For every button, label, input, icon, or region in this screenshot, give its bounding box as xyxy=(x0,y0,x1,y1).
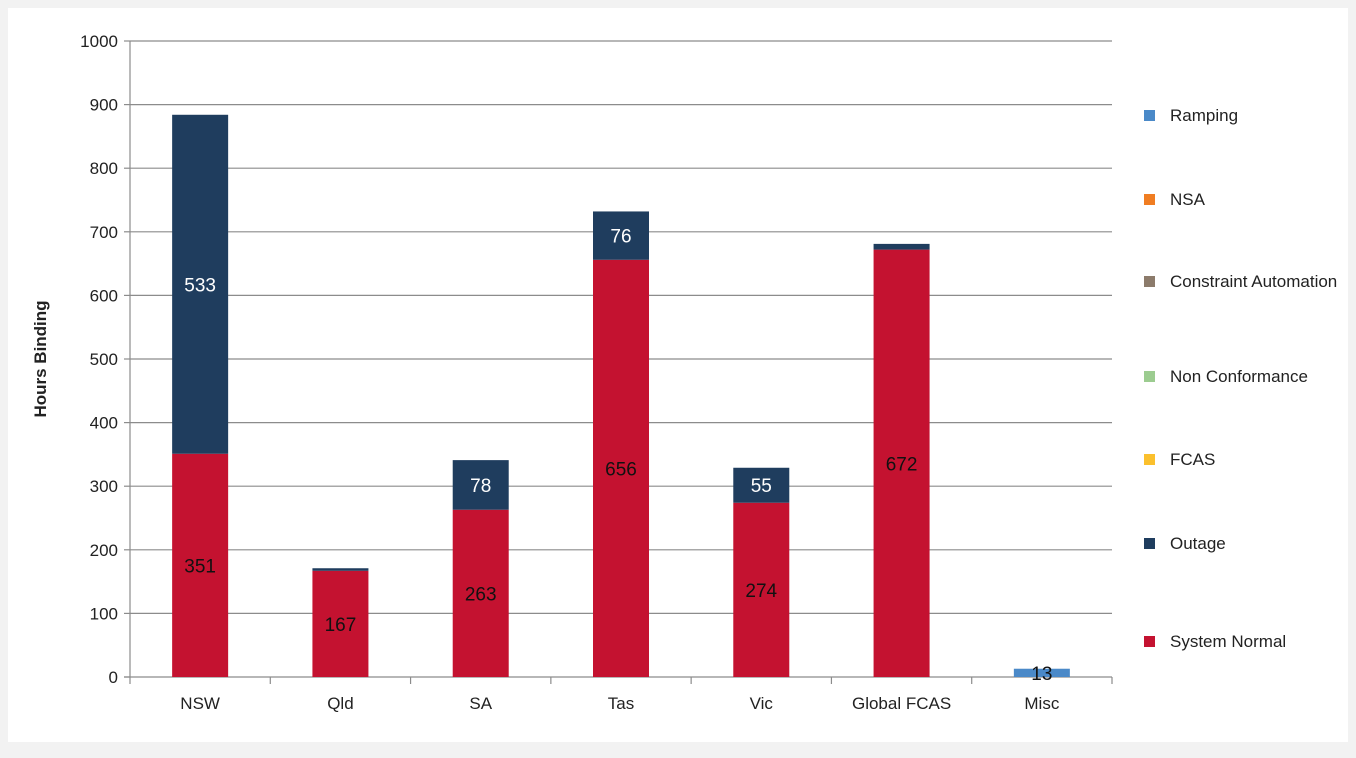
legend-item-system-normal: System Normal xyxy=(1135,632,1348,653)
legend-swatch xyxy=(1144,454,1155,465)
y-tick-label: 900 xyxy=(90,96,118,115)
legend-swatch xyxy=(1144,538,1155,549)
y-axis-title: Hours Binding xyxy=(31,300,50,417)
data-label: 167 xyxy=(325,615,357,636)
legend-label: FCAS xyxy=(1170,450,1216,469)
y-tick-label: 1000 xyxy=(80,32,118,51)
stacked-bar-chart: 0 100 200 300 400 500 600 700 800 900 1000 Hours Bi… xyxy=(31,32,1113,713)
y-tick-label: 700 xyxy=(90,223,118,242)
x-tick-label: NSW xyxy=(180,694,220,713)
bar-system-normal xyxy=(172,453,229,677)
x-tick-label: Global FCAS xyxy=(852,694,951,713)
y-tick-label: 0 xyxy=(109,668,118,687)
bar-system-normal xyxy=(452,509,509,677)
data-label: 13 xyxy=(1031,664,1052,685)
y-tick-label: 600 xyxy=(90,286,118,305)
legend-swatch xyxy=(1144,110,1155,121)
legend-item-constraint-automation: Constraint Automation xyxy=(1135,272,1348,293)
bar-system-normal xyxy=(873,249,930,677)
bar-outage xyxy=(593,211,649,260)
chart-panel: 0 100 200 300 400 500 600 700 800 900 1000 Hours Bi… xyxy=(8,8,1348,742)
legend-swatch xyxy=(1144,276,1155,287)
x-tick-label: Vic xyxy=(750,694,774,713)
legend-label: Non Conformance xyxy=(1170,367,1308,386)
bar-system-normal xyxy=(593,259,649,677)
data-label: 351 xyxy=(184,556,216,577)
bar-outage xyxy=(873,243,930,250)
data-label: 656 xyxy=(605,459,637,480)
data-label: 533 xyxy=(184,275,216,296)
legend-swatch xyxy=(1144,371,1155,382)
legend-label: Ramping xyxy=(1170,106,1239,125)
y-tick-label: 500 xyxy=(90,350,118,369)
legend-item-fcas: FCAS xyxy=(1135,450,1348,471)
legend-item-non-conformance: Non Conformance xyxy=(1135,367,1348,388)
legend-swatch xyxy=(1144,636,1155,647)
chart-legend: Ramping NSA Constraint Automation Non Confo… xyxy=(1135,83,1348,698)
legend-item-nsa: NSA xyxy=(1135,190,1348,211)
y-tick-label: 800 xyxy=(90,159,118,178)
legend-label: Outage xyxy=(1170,534,1226,553)
x-tick-label: Qld xyxy=(327,694,353,713)
bar-outage xyxy=(312,568,369,571)
x-tick-label: SA xyxy=(469,694,492,713)
y-tick-label: 100 xyxy=(90,604,118,623)
data-label: 263 xyxy=(465,584,497,605)
legend-label: NSA xyxy=(1170,190,1205,209)
legend-item-outage: Outage xyxy=(1135,534,1348,555)
bar-system-normal xyxy=(312,570,369,677)
bar-outage xyxy=(452,460,509,510)
x-tick-label: Misc xyxy=(1024,694,1059,713)
data-label: 274 xyxy=(745,581,777,602)
x-tick-label: Tas xyxy=(608,694,634,713)
y-tick-label: 200 xyxy=(90,541,118,560)
legend-label: Constraint Automation xyxy=(1170,272,1338,291)
data-label: 76 xyxy=(610,227,631,248)
data-label: 672 xyxy=(886,454,918,475)
bar-outage xyxy=(172,114,229,454)
y-tick-label: 300 xyxy=(90,477,118,496)
legend-swatch xyxy=(1144,194,1155,205)
data-label: 78 xyxy=(470,476,491,497)
legend-label: System Normal xyxy=(1170,632,1287,651)
legend-item-ramping: Ramping xyxy=(1135,106,1348,127)
bar-outage xyxy=(733,467,790,503)
y-tick-label: 400 xyxy=(90,414,118,433)
bar-system-normal xyxy=(733,502,790,677)
data-label: 55 xyxy=(751,476,772,497)
bar-ramping xyxy=(1013,668,1070,677)
